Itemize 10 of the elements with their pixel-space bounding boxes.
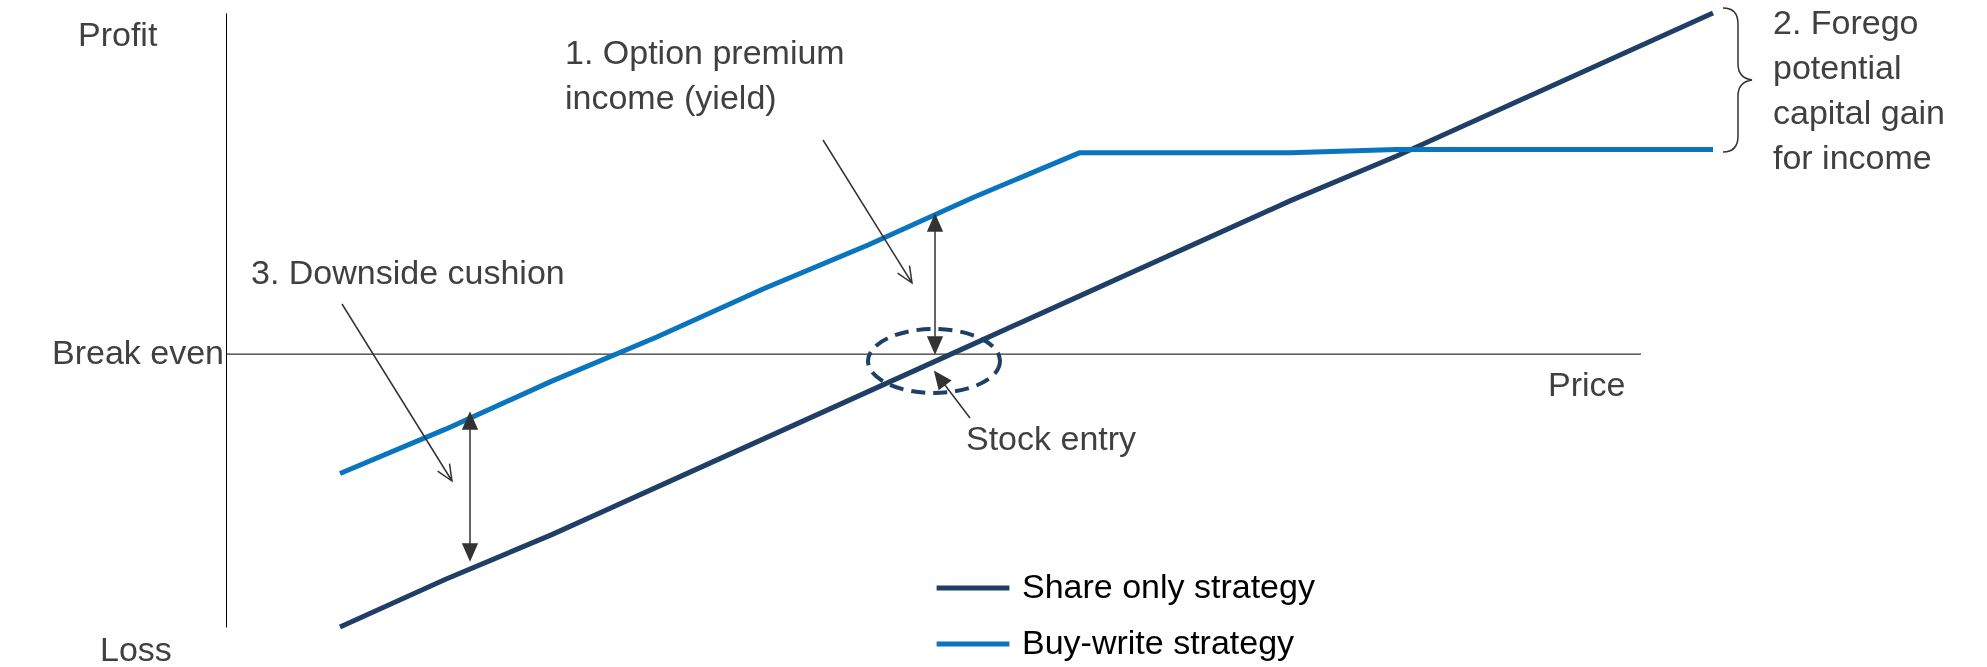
annotation: 3. Downside cushion xyxy=(251,252,565,293)
ref-line-label: Break even xyxy=(52,332,224,373)
text: 2. Forego potential capital gain for income xyxy=(1773,2,1946,178)
annotation: 1. Option premium income (yield) xyxy=(565,32,846,118)
annotation: Stock entry xyxy=(966,418,1137,459)
legend-label: Buy-write strategy xyxy=(1022,623,1295,661)
text: Loss xyxy=(100,629,172,667)
legend-label: Share only strategy xyxy=(1022,567,1315,605)
x-axis-title: Price xyxy=(1548,364,1626,405)
text: Profit xyxy=(78,14,158,55)
